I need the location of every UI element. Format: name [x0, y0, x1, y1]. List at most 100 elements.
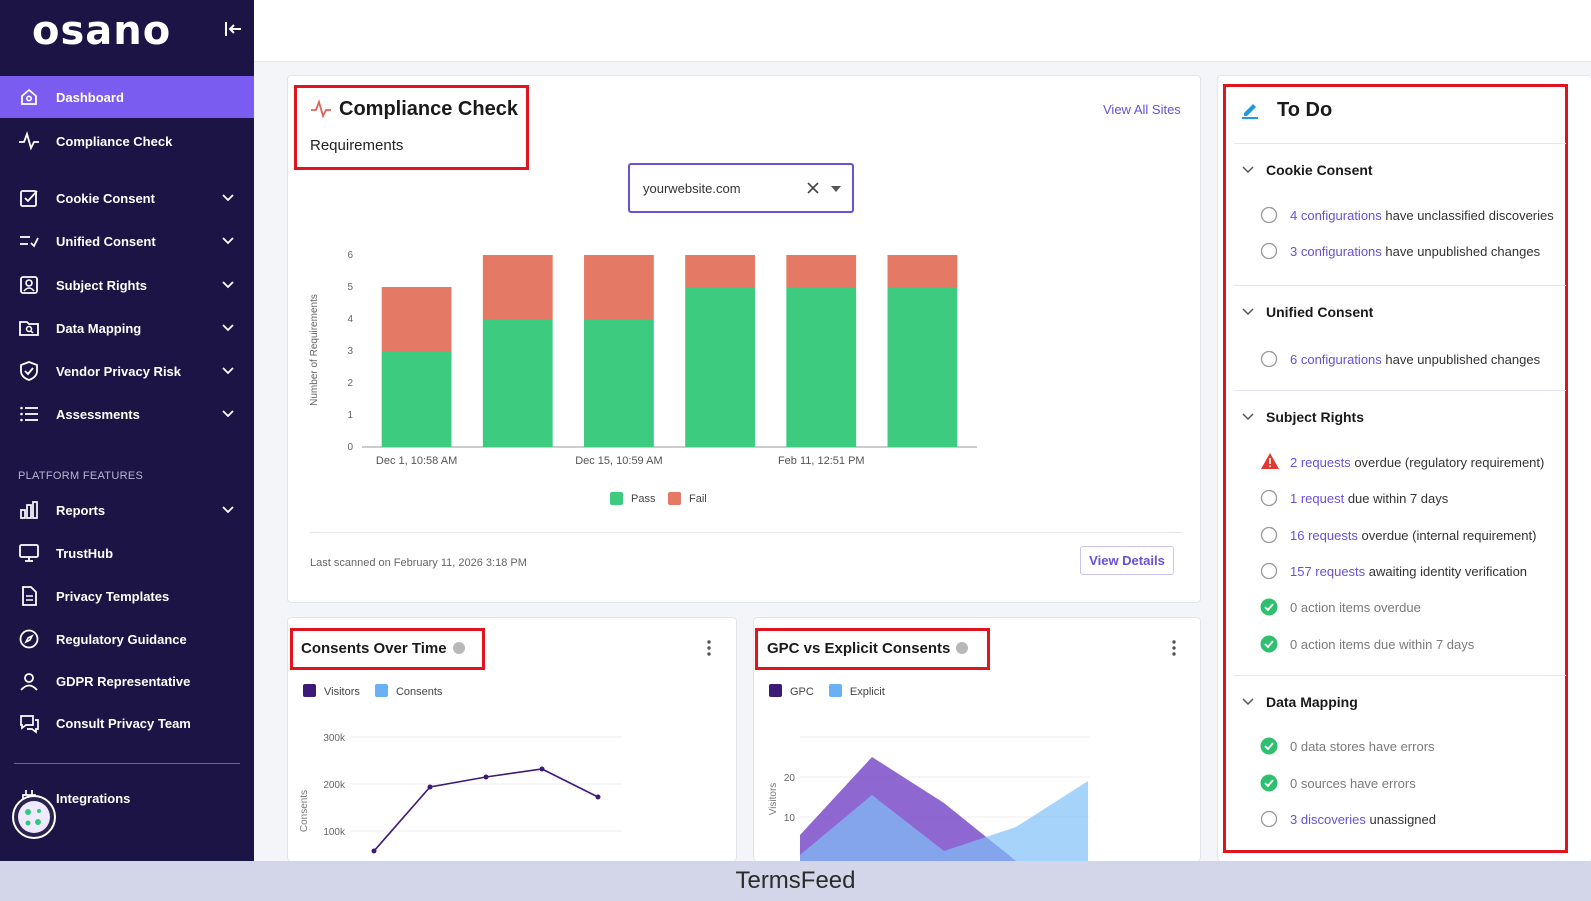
sidebar-item-consult-privacy-team[interactable]: Consult Privacy Team: [0, 702, 254, 744]
x-tick: Dec 15, 10:59 AM: [575, 455, 662, 467]
legend-swatch-pass: [610, 492, 623, 505]
sidebar-item-unified-consent[interactable]: Unified Consent: [0, 220, 254, 262]
y-axis-label: Visitors: [768, 783, 779, 816]
chevron-down-icon: [222, 367, 234, 375]
clear-icon[interactable]: [806, 181, 820, 195]
legend-swatch-fail: [668, 492, 681, 505]
data-point: [539, 766, 545, 772]
y-tick: 0: [347, 442, 353, 453]
todo-link[interactable]: 16 requests: [1290, 528, 1358, 543]
sidebar-item-gdpr-representative[interactable]: GDPR Representative: [0, 660, 254, 702]
more-options-icon[interactable]: [707, 640, 711, 656]
edit-icon: [1242, 104, 1258, 119]
sidebar-item-label: Data Mapping: [56, 320, 142, 336]
cookie-assistant-avatar[interactable]: [12, 795, 56, 839]
sidebar-item-subject-rights[interactable]: Subject Rights: [0, 264, 254, 306]
todo-item-text: awaiting identity verification: [1365, 564, 1528, 579]
bar-fail: [381, 287, 452, 351]
sidebar-item-dashboard[interactable]: Dashboard: [0, 76, 254, 118]
todo-link[interactable]: 3 configurations: [1290, 244, 1382, 259]
sidebar-item-label: Assessments: [56, 406, 140, 422]
chevron-down-icon[interactable]: [1242, 411, 1254, 423]
consents-over-time-title: Consents Over Time: [301, 640, 465, 657]
chevron-down-icon[interactable]: [1242, 306, 1254, 318]
bar-fail: [786, 255, 857, 287]
consents-legend: Visitors Consents: [303, 684, 442, 698]
sidebar-item-assessments[interactable]: Assessments: [0, 393, 254, 435]
todo-item: 0 sources have errors: [1290, 776, 1416, 791]
bar-pass: [381, 351, 452, 447]
more-options-icon[interactable]: [1172, 640, 1176, 656]
todo-section-subject-rights[interactable]: Subject Rights: [1266, 409, 1365, 425]
bar-pass: [887, 287, 958, 447]
osano-logo[interactable]: osano: [32, 8, 172, 54]
todo-link[interactable]: 3 discoveries: [1290, 812, 1366, 827]
sidebar-item-trusthub[interactable]: TrustHub: [0, 532, 254, 574]
legend-label-explicit: Explicit: [849, 686, 885, 698]
sidebar-item-regulatory-guidance[interactable]: Regulatory Guidance: [0, 618, 254, 660]
legend-label-gpc: GPC: [790, 686, 814, 698]
info-icon[interactable]: [956, 642, 969, 654]
sidebar-item-compliance-check[interactable]: Compliance Check: [0, 120, 254, 162]
checkbox-icon: [20, 190, 38, 207]
sidebar-item-privacy-templates[interactable]: Privacy Templates: [0, 575, 254, 617]
empty-circle-icon: [1260, 562, 1278, 580]
collapse-sidebar-icon[interactable]: [222, 18, 244, 40]
gpc-vs-explicit-title: GPC vs Explicit Consents: [767, 640, 969, 657]
sidebar-item-reports[interactable]: Reports: [0, 489, 254, 531]
view-all-sites-link[interactable]: View All Sites: [1103, 102, 1181, 117]
bar-fail: [584, 255, 654, 319]
todo-item: 16 requests overdue (internal requiremen…: [1290, 528, 1536, 543]
todo-link[interactable]: 4 configurations: [1290, 208, 1382, 223]
sidebar-item-cookie-consent[interactable]: Cookie Consent: [0, 177, 254, 219]
shield-check-icon: [20, 361, 38, 381]
view-details-button[interactable]: View Details: [1080, 546, 1174, 575]
sidebar-item-label: Compliance Check: [56, 133, 173, 149]
visitors-line: [373, 768, 599, 852]
legend-label-fail: Fail: [689, 493, 707, 505]
highlight-box: [755, 628, 990, 670]
y-axis-label: Consents: [299, 790, 310, 832]
highlight-box: [290, 628, 485, 670]
todo-link[interactable]: 1 request: [1290, 491, 1345, 506]
empty-circle-icon: [1260, 350, 1278, 368]
monitor-icon: [19, 544, 39, 562]
todo-section-unified-consent[interactable]: Unified Consent: [1266, 304, 1374, 320]
y-tick: 2: [347, 378, 353, 389]
chevron-down-icon: [222, 324, 234, 332]
chevron-down-icon[interactable]: [1242, 696, 1254, 708]
sidebar-item-vendor-privacy-risk[interactable]: Vendor Privacy Risk: [0, 350, 254, 392]
todo-item: 2 requests overdue (regulatory requireme…: [1290, 455, 1544, 470]
todo-card: [1217, 75, 1591, 861]
pulse-icon: [311, 99, 331, 119]
sidebar-item-label: Privacy Templates: [56, 588, 170, 604]
empty-circle-icon: [1260, 810, 1278, 828]
todo-link[interactable]: 6 configurations: [1290, 352, 1382, 367]
consents-line-chart: Consents 300k 200k 100k: [299, 733, 622, 854]
list-icon: [20, 406, 38, 422]
cookie-icon: [18, 801, 50, 833]
chevron-down-icon[interactable]: [1242, 164, 1254, 176]
todo-item: 1 request due within 7 days: [1290, 491, 1448, 506]
sidebar-item-integrations[interactable]: Integrations: [0, 777, 254, 819]
sidebar-item-data-mapping[interactable]: Data Mapping: [0, 307, 254, 349]
y-axis-label: Number of Requirements: [309, 294, 320, 406]
highlight-box: [294, 85, 529, 170]
todo-item-text: have unpublished changes: [1381, 352, 1541, 367]
y-tick: 20: [784, 773, 796, 784]
chevron-down-icon: [222, 237, 234, 245]
dropdown-caret-icon[interactable]: [831, 185, 841, 193]
todo-item: 3 discoveries unassigned: [1290, 812, 1436, 827]
todo-link[interactable]: 2 requests: [1290, 455, 1351, 470]
todo-section-cookie-consent[interactable]: Cookie Consent: [1266, 162, 1373, 178]
info-icon[interactable]: [452, 642, 465, 654]
y-tick: 3: [347, 346, 353, 357]
legend-swatch-consents: [374, 684, 388, 697]
site-select[interactable]: yourwebsite.com: [628, 163, 854, 213]
todo-item-text: unassigned: [1365, 812, 1436, 827]
todo-section-data-mapping[interactable]: Data Mapping: [1266, 694, 1358, 710]
y-tick: 200k: [323, 780, 346, 791]
todo-link[interactable]: 157 requests: [1290, 564, 1366, 579]
data-point: [427, 784, 433, 790]
todo-item: 157 requests awaiting identity verificat…: [1290, 564, 1527, 579]
